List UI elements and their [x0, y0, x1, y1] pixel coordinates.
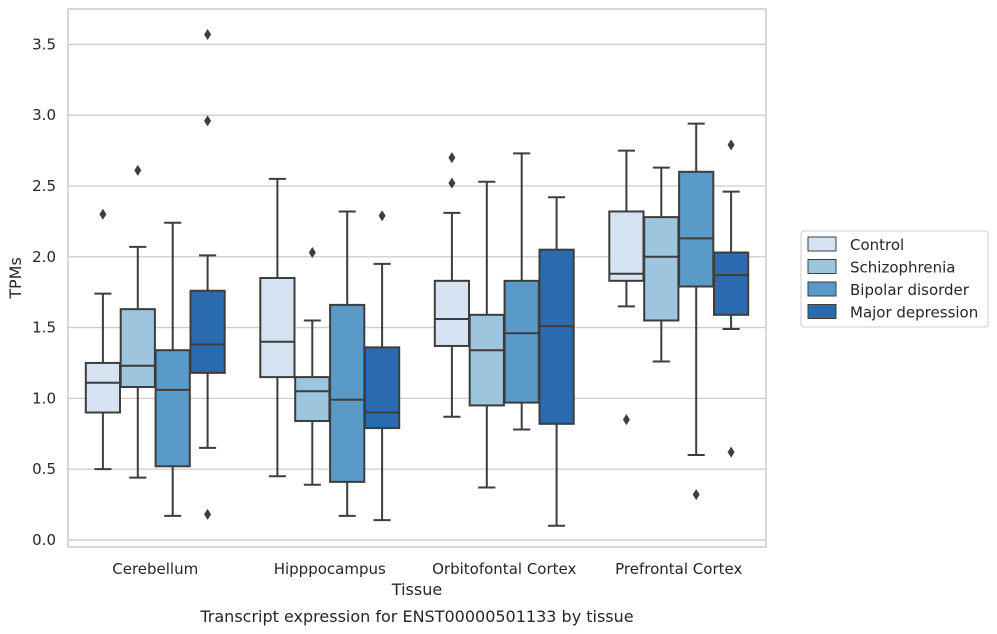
box-iqr — [154, 349, 191, 468]
box-iqr — [84, 361, 122, 414]
outlier-point — [727, 139, 735, 151]
box-0-2 — [154, 221, 191, 517]
legend-entry: Schizophrenia — [807, 259, 955, 277]
box-iqr — [294, 376, 331, 422]
y-tick-label: 1.5 — [32, 319, 56, 337]
box-iqr — [643, 216, 680, 322]
box-iqr — [329, 303, 366, 483]
x-tick-label: Prefrontal Cortex — [615, 560, 742, 578]
box-iqr — [468, 313, 505, 407]
box-iqr — [538, 248, 575, 425]
box-2-0 — [433, 152, 471, 418]
box-1-0 — [259, 177, 296, 478]
box-3-1 — [643, 166, 680, 363]
x-tick-label: Hipppocampus — [274, 560, 386, 578]
y-tick-label: 3.5 — [32, 35, 56, 53]
outlier-point — [308, 247, 316, 259]
box-2-2 — [503, 152, 540, 431]
outlier-point — [692, 489, 700, 501]
legend-entry: Bipolar disorder — [807, 281, 970, 299]
y-axis-label: TPMs — [6, 257, 25, 300]
y-tick-label: 0.0 — [32, 531, 56, 549]
legend-swatch — [807, 281, 837, 297]
box-3-0 — [608, 149, 645, 426]
box-iqr — [119, 308, 156, 389]
outlier-point — [378, 210, 386, 222]
legend: Control Schizophrenia Bipolar disorder Majo… — [800, 230, 989, 328]
outlier-point — [204, 508, 212, 520]
box-1-2 — [329, 210, 366, 517]
legend-swatch — [807, 259, 837, 274]
legend-label: Major depression — [850, 304, 978, 322]
legend-entry: Major depression — [807, 304, 978, 322]
box-2-1 — [468, 180, 505, 489]
x-tick-label: Cerebellum — [112, 560, 198, 578]
box-series — [84, 28, 750, 527]
box-1-3 — [363, 210, 401, 522]
y-tick-label: 0.5 — [32, 460, 56, 478]
y-tick-labels: 0.0 0.5 1.0 1.5 2.0 2.5 3.0 3.5 — [32, 35, 56, 549]
y-tick-label: 1.0 — [32, 389, 56, 407]
legend-entry: Control — [807, 236, 904, 254]
legend-label: Control — [850, 236, 904, 254]
outlier-point — [622, 414, 630, 426]
legend-label: Bipolar disorder — [850, 281, 970, 299]
outlier-point — [99, 208, 107, 220]
outlier-point — [727, 446, 735, 458]
box-iqr — [608, 210, 645, 282]
box-2-3 — [538, 196, 575, 527]
y-tick-label: 3.0 — [32, 106, 56, 124]
x-tick-labels: Cerebellum Hipppocampus Orbitofontal Corte… — [112, 560, 742, 578]
box-3-2 — [678, 122, 715, 501]
x-tick-label: Orbitofontal Cortex — [432, 560, 576, 578]
box-1-1 — [294, 247, 331, 486]
box-iqr — [433, 279, 471, 347]
outlier-point — [134, 164, 142, 176]
plot-area-frame — [67, 8, 767, 548]
box-iqr — [678, 170, 715, 288]
legend-swatch — [807, 304, 837, 319]
outlier-point — [448, 152, 456, 164]
legend-swatch — [807, 236, 837, 252]
box-iqr — [363, 346, 401, 430]
box-0-0 — [84, 208, 122, 471]
y-tick-label: 2.5 — [32, 177, 56, 195]
legend-label: Schizophrenia — [850, 259, 955, 277]
chart-caption: Transcript expression for ENST0000050113… — [199, 607, 633, 626]
x-axis-label: Tissue — [391, 580, 442, 599]
box-iqr — [189, 289, 226, 374]
box-iqr — [503, 279, 540, 404]
box-0-1 — [119, 164, 156, 479]
box-3-3 — [712, 139, 750, 458]
outlier-point — [448, 177, 456, 189]
box-iqr — [259, 277, 296, 379]
box-iqr — [712, 251, 750, 316]
outlier-point — [204, 28, 212, 40]
y-tick-label: 2.0 — [32, 248, 56, 266]
outlier-point — [204, 115, 212, 127]
legend-frame — [800, 230, 989, 328]
box-0-3 — [189, 28, 226, 520]
